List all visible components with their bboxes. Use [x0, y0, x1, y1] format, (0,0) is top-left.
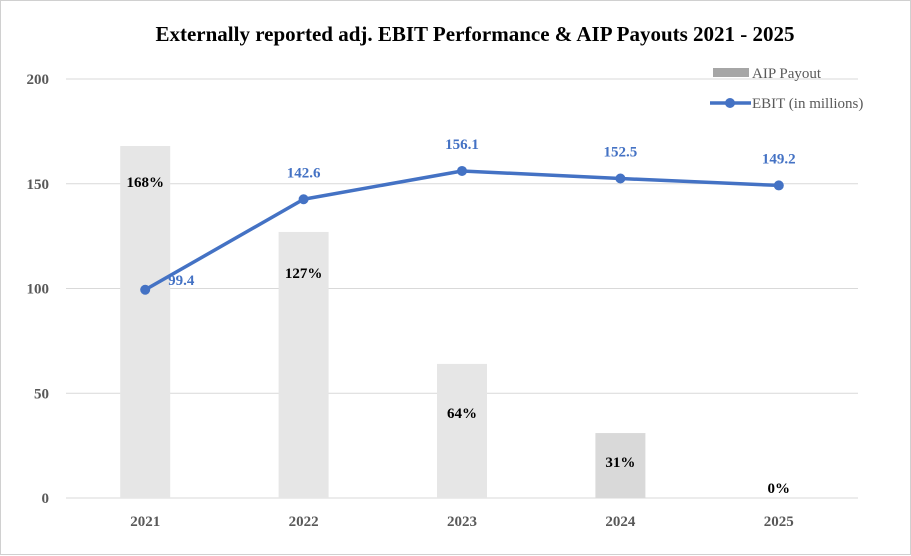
y-tick-label: 100 [27, 282, 50, 298]
ebit-point [457, 165, 467, 176]
legend-marker-ebit [725, 98, 735, 108]
y-tick-label: 200 [27, 72, 50, 88]
bar-data-label: 31% [605, 455, 635, 471]
legend: AIP Payout EBIT (in millions) [710, 66, 863, 112]
ebit-point [615, 173, 626, 184]
x-tick-label: 2021 [130, 514, 160, 530]
bar-aip-payout [437, 363, 487, 498]
x-tick-label: 2024 [605, 514, 636, 530]
y-tick-label: 50 [34, 386, 49, 402]
bar-data-label: 64% [447, 406, 477, 422]
ebit-data-label: 149.2 [762, 151, 796, 167]
y-tick-label: 150 [27, 177, 50, 193]
bar-data-label: 127% [285, 266, 323, 282]
bar-aip-payout [120, 146, 171, 499]
x-tick-label: 2023 [447, 514, 477, 530]
ebit-data-label: 99.4 [168, 273, 195, 289]
ebit-data-label: 156.1 [445, 137, 479, 153]
ebit-line [144, 169, 779, 292]
bar-aip-payout [278, 231, 329, 498]
y-tick-label: 0 [42, 491, 50, 507]
ebit-point [773, 180, 784, 191]
bar-aip-payout [595, 433, 646, 498]
ebit-data-label: 152.5 [604, 145, 638, 161]
ebit-data-label: 142.6 [287, 165, 321, 181]
ebit-point [140, 284, 151, 295]
ebit-point [298, 194, 309, 205]
x-tick-label: 2022 [289, 514, 319, 530]
x-tick-label: 2025 [764, 514, 794, 530]
bar-data-label: 0% [768, 481, 791, 497]
chart-title: Externally reported adj. EBIT Performanc… [155, 22, 794, 46]
legend-label-ebit: EBIT (in millions) [752, 96, 863, 112]
bar-data-label: 168% [126, 175, 164, 191]
legend-swatch-aip [713, 68, 749, 77]
legend-label-aip: AIP Payout [752, 66, 822, 82]
